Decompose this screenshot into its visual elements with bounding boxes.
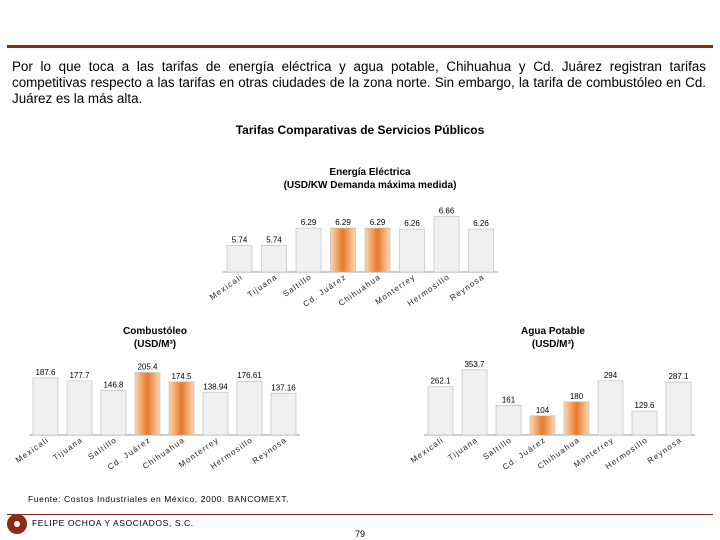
energy-value-label-chihuahua: 6.29 (370, 218, 386, 227)
water-chart: 262.1Mexicali353.7Tijuana161Saltillo104C… (409, 360, 695, 472)
energy-chart-heading: Energía Eléctrica (USD/KW Demanda máxima… (250, 166, 490, 192)
company-name: FELIPE OCHOA Y ASOCIADOS, S.C. (32, 518, 194, 528)
energy-value-label-mexicali: 5.74 (232, 235, 248, 244)
source-note: Fuente: Costos Industriales en México, 2… (28, 494, 290, 504)
energy-category-label-mexicali: Mexicali (208, 272, 245, 301)
fuel-value-label-chihuahua: 174.5 (171, 372, 192, 381)
fuel-value-label-saltillo: 146.8 (103, 380, 124, 389)
water-bar-saltillo (495, 405, 522, 436)
energy-bar-chihuahua (364, 227, 391, 273)
energy-bar-reynosa (468, 228, 494, 273)
water-chart-title: Agua Potable (521, 326, 585, 337)
fuel-bar-monterrey (202, 392, 229, 436)
fuel-bar-cd-ju-rez (134, 372, 161, 436)
water-bar-mexicali (427, 386, 454, 436)
water-bar-hermosillo (631, 410, 658, 436)
energy-bar-saltillo (295, 227, 322, 273)
energy-value-label-tijuana: 5.74 (266, 235, 282, 244)
fuel-value-label-tijuana: 177.7 (69, 371, 90, 380)
energy-bar-mexicali (226, 245, 253, 273)
water-bar-monterrey (597, 380, 624, 436)
energy-bar-monterrey (399, 228, 425, 273)
energy-value-label-monterrey: 6.26 (404, 219, 420, 228)
water-chart-heading: Agua Potable (USD/M³) (478, 325, 628, 351)
water-value-label-saltillo: 161 (502, 395, 516, 404)
water-value-label-hermosillo: 129.6 (634, 401, 655, 410)
water-value-label-cd-ju-rez: 104 (536, 406, 550, 415)
fuel-chart-title: Combustóleo (123, 326, 187, 337)
fuel-bar-saltillo (100, 390, 127, 436)
water-category-label-tijuana: Tijuana (446, 435, 479, 462)
fuel-chart: 187.6Mexicali177.7Tijuana146.8Saltillo20… (14, 362, 300, 472)
fuel-bar-hermosillo (236, 380, 263, 436)
energy-value-label-cd-ju-rez: 6.29 (335, 218, 351, 227)
energy-bar-hermosillo (433, 216, 460, 273)
water-bar-chihuahua (563, 401, 590, 436)
energy-value-label-hermosillo: 6.66 (439, 206, 455, 215)
energy-category-label-saltillo: Saltillo (281, 272, 313, 298)
main-title: Tarifas Comparativas de Servicios Públic… (235, 123, 485, 137)
fuel-category-label-reynosa: Reynosa (251, 435, 289, 465)
energy-chart-title: Energía Eléctrica (329, 167, 411, 178)
intro-paragraph: Por lo que toca a las tarifas de energía… (12, 59, 706, 106)
water-value-label-reynosa: 287.1 (668, 372, 689, 381)
energy-value-label-saltillo: 6.29 (301, 218, 317, 227)
fuel-value-label-mexicali: 187.6 (35, 368, 56, 377)
fuel-bar-tijuana (66, 380, 93, 436)
water-bar-tijuana (461, 369, 488, 436)
energy-bar-tijuana (261, 245, 287, 273)
page-number: 79 (355, 529, 366, 539)
fuel-bar-reynosa (270, 392, 297, 436)
water-bar-reynosa (665, 381, 692, 436)
fuel-value-label-monterrey: 138.94 (203, 383, 228, 392)
fuel-value-label-cd-ju-rez: 205.4 (137, 362, 158, 371)
water-value-label-chihuahua: 180 (570, 392, 584, 401)
top-rule (7, 45, 713, 48)
water-bar-cd-ju-rez (529, 415, 556, 436)
water-value-label-monterrey: 294 (604, 371, 618, 380)
water-value-label-tijuana: 353.7 (464, 360, 485, 369)
energy-chart-subtitle: (USD/KW Demanda máxima medida) (283, 180, 457, 191)
fuel-bar-chihuahua (168, 381, 195, 436)
fuel-bar-mexicali (32, 377, 59, 436)
fuel-value-label-hermosillo: 176.61 (237, 371, 262, 380)
water-chart-subtitle: (USD/M³) (531, 339, 575, 350)
energy-chart: 5.74Mexicali5.74Tijuana6.29Saltillo6.29C… (208, 206, 498, 309)
energy-bar-cd-ju-rez (330, 227, 356, 273)
energy-category-label-tijuana: Tijuana (246, 272, 279, 299)
fuel-category-label-mexicali: Mexicali (14, 435, 51, 464)
energy-category-label-reynosa: Reynosa (448, 272, 486, 302)
fuel-value-label-reynosa: 137.16 (271, 383, 296, 392)
fuel-chart-subtitle: (USD/M³) (133, 339, 177, 350)
company-logo-icon (7, 514, 27, 534)
footer-rule (7, 514, 713, 515)
water-value-label-mexicali: 262.1 (430, 377, 451, 386)
energy-value-label-reynosa: 6.26 (473, 219, 489, 228)
water-category-label-reynosa: Reynosa (646, 435, 684, 465)
fuel-category-label-tijuana: Tijuana (51, 435, 84, 462)
fuel-chart-heading: Combustóleo (USD/M³) (80, 325, 230, 351)
water-category-label-mexicali: Mexicali (409, 435, 446, 464)
